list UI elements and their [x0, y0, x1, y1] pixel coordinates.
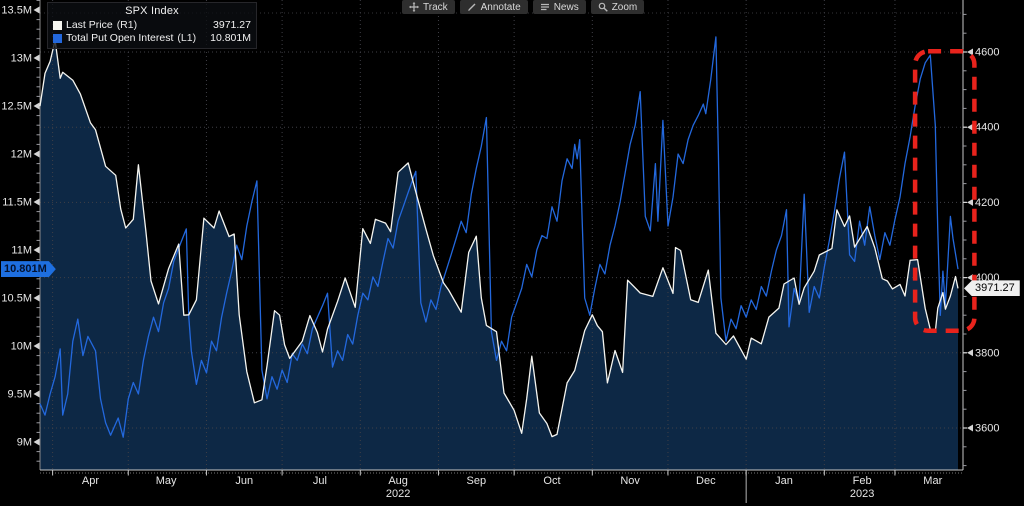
put-open-interest-swatch-icon [53, 34, 62, 43]
chart-toolbar: Track Annotate News Zoom [402, 0, 645, 14]
month-label: May [156, 475, 177, 487]
month-label: Jun [235, 475, 253, 487]
news-button-label: News [553, 1, 579, 13]
legend-entry-axis: (R1) [116, 19, 138, 31]
zoom-button[interactable]: Zoom [590, 0, 645, 14]
news-lines-icon [540, 3, 549, 11]
last-price-line [39, 39, 959, 438]
track-crosshair-icon [409, 2, 419, 12]
put-oi-axis-tag: 10.801M [1, 261, 56, 277]
track-button[interactable]: Track [402, 0, 455, 14]
left-axis-tick-label: 13.5M [1, 4, 32, 16]
left-tick-arrow-icon [33, 390, 40, 398]
right-tick-arrow-icon [967, 48, 973, 56]
year-label: 2022 [386, 488, 410, 500]
month-label: Apr [82, 475, 99, 487]
right-axis-tick-label: 4400 [975, 122, 999, 134]
right-axis-tick-label: 3800 [975, 347, 999, 359]
right-axis-tick-label: 3600 [975, 423, 999, 435]
news-button[interactable]: News [532, 0, 586, 14]
month-label: Dec [696, 475, 716, 487]
right-tick-arrow-icon [967, 123, 973, 131]
month-label: Mar [923, 475, 942, 487]
last-price-swatch-icon [53, 21, 62, 30]
right-tick-arrow-icon [967, 198, 973, 206]
annotate-button[interactable]: Annotate [459, 0, 528, 14]
annotate-button-label: Annotate [480, 1, 521, 13]
right-tick-arrow-icon [967, 349, 973, 357]
right-tick-arrow-icon [967, 274, 973, 282]
last-price-axis-tag: 3971.27 [964, 280, 1020, 297]
left-tick-arrow-icon [33, 102, 40, 110]
track-button-label: Track [423, 1, 448, 13]
month-label: Oct [543, 475, 560, 487]
right-axis-tick-label: 4200 [975, 197, 999, 209]
left-axis-tick-label: 10.5M [1, 292, 32, 304]
month-label: Aug [388, 475, 408, 487]
month-label: Nov [620, 475, 640, 487]
legend-entry-last-price[interactable]: Last Price (R1) 3971.27 [53, 19, 251, 32]
left-tick-arrow-icon [33, 6, 40, 14]
month-label: Feb [853, 475, 872, 487]
left-tick-arrow-icon [33, 342, 40, 350]
left-axis-tick-label: 11M [11, 244, 32, 256]
put-open-interest-line [39, 36, 959, 438]
legend-entry-label: Last Price [66, 19, 113, 31]
left-tick-arrow-icon [33, 54, 40, 62]
price-area-fill [40, 40, 958, 471]
legend-entry-axis: (L1) [177, 32, 197, 44]
left-tick-arrow-icon [33, 438, 40, 446]
left-axis-tick-label: 12M [11, 148, 32, 160]
right-axis-tick-label: 4600 [975, 47, 999, 59]
red-dashed-annotation-box [912, 49, 977, 333]
zoom-magnifier-icon [598, 2, 608, 12]
left-axis-tick-label: 12.5M [1, 100, 32, 112]
legend-entry-value: 10.801M [210, 32, 251, 44]
chart-legend: SPX Index Last Price (R1) 3971.27 Total … [47, 2, 257, 49]
month-label: Sep [467, 475, 487, 487]
year-label: 2023 [850, 488, 874, 500]
month-label: Jan [775, 475, 793, 487]
left-axis-tick-label: 10M [11, 340, 32, 352]
legend-entry-label: Total Put Open Interest [66, 32, 174, 44]
legend-entry-put-open-interest[interactable]: Total Put Open Interest (L1) 10.801M [53, 32, 251, 45]
legend-entry-value: 3971.27 [213, 19, 251, 31]
annotate-pencil-icon [467, 3, 476, 11]
left-axis-tick-label: 11.5M [2, 196, 32, 208]
left-tick-arrow-icon [33, 150, 40, 158]
left-axis-tick-label: 9.5M [8, 388, 32, 400]
left-axis-tick-label: 9M [17, 436, 32, 448]
left-tick-arrow-icon [33, 198, 40, 206]
month-label: Jul [313, 475, 327, 487]
left-axis-tick-label: 13M [11, 52, 32, 64]
left-tick-arrow-icon [33, 246, 40, 254]
left-tick-arrow-icon [33, 294, 40, 302]
zoom-button-label: Zoom [611, 1, 638, 13]
legend-title: SPX Index [125, 5, 179, 17]
right-tick-arrow-icon [967, 424, 973, 432]
